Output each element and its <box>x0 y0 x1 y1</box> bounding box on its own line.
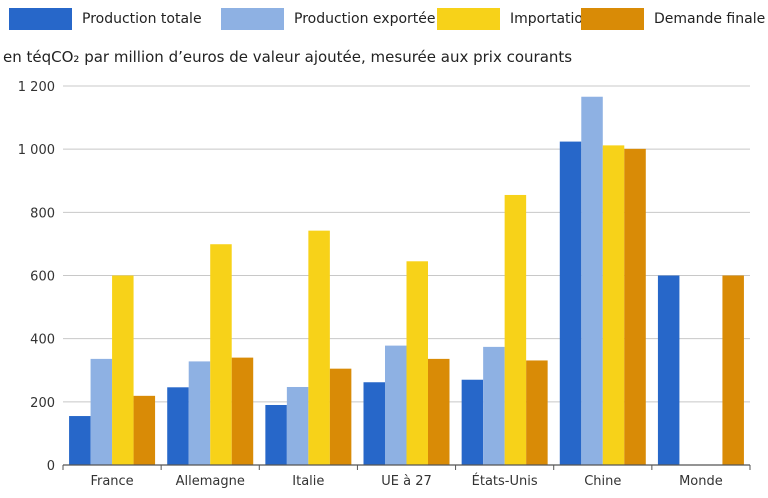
x-tick-label: France <box>90 474 133 489</box>
bar <box>308 230 330 465</box>
bar <box>483 346 505 465</box>
legend-label: Production exportée <box>294 11 436 27</box>
legend: Production totale Production exportée Im… <box>0 6 768 32</box>
legend-item-demande-finale: Demande finale <box>581 6 765 32</box>
bar <box>133 395 156 465</box>
bar <box>581 96 603 465</box>
bar <box>428 358 450 465</box>
x-tick-label: Italie <box>292 474 324 489</box>
y-axis-unit-label: en téqCO₂ par million d’euros de valeur … <box>3 48 573 66</box>
bar <box>167 387 189 465</box>
x-tick-label: UE à 27 <box>381 474 432 489</box>
bar <box>90 358 113 465</box>
bar <box>265 404 287 465</box>
y-tick-label: 600 <box>30 270 55 285</box>
bar <box>504 194 527 465</box>
bar <box>526 360 548 465</box>
bar <box>602 145 625 466</box>
y-tick-label: 0 <box>47 459 55 474</box>
bar <box>188 361 211 465</box>
bar <box>210 244 232 465</box>
x-tick-label: États-Unis <box>472 473 538 489</box>
bar <box>112 275 134 465</box>
y-tick-label: 400 <box>30 333 55 348</box>
bar <box>657 275 680 465</box>
legend-label: Demande finale <box>654 11 766 27</box>
legend-swatch-demande-finale <box>581 8 644 30</box>
bar <box>406 261 428 465</box>
bar <box>231 357 254 465</box>
y-tick-label: 800 <box>30 206 55 221</box>
x-tick-label: Allemagne <box>176 474 245 489</box>
x-tick-label: Chine <box>584 474 621 489</box>
y-tick-label: 1 200 <box>18 80 55 95</box>
legend-label: Importations <box>510 11 600 27</box>
legend-label: Production totale <box>82 11 202 27</box>
legend-item-importations: Importations <box>437 6 599 32</box>
bar <box>559 141 582 465</box>
y-tick-label: 200 <box>30 396 55 411</box>
legend-item-production-exportee: Production exportée <box>221 6 436 32</box>
y-tick-label: 1 000 <box>18 143 55 158</box>
x-tick-label: Monde <box>679 474 723 489</box>
bar <box>69 416 91 465</box>
bar <box>385 345 407 465</box>
legend-swatch-production-exportee <box>221 8 284 30</box>
legend-swatch-importations <box>437 8 500 30</box>
bar <box>363 382 385 465</box>
bar <box>624 148 646 465</box>
bar <box>461 379 484 465</box>
bar <box>722 275 744 465</box>
bar <box>286 386 309 465</box>
legend-item-production-totale: Production totale <box>9 6 202 32</box>
bar <box>329 368 352 465</box>
legend-swatch-production-totale <box>9 8 72 30</box>
